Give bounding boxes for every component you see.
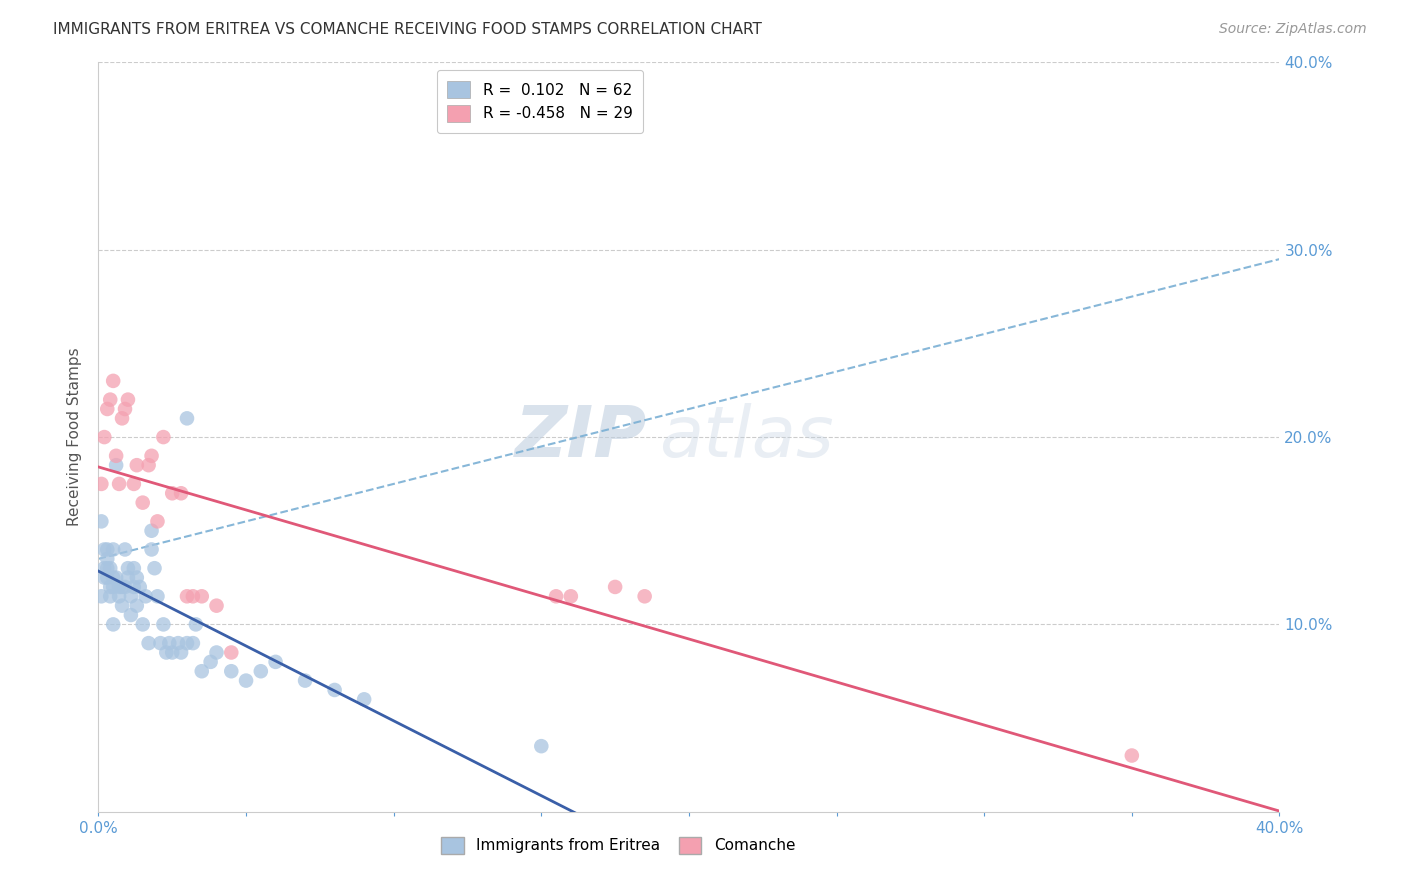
Point (235, 673, 257, 688)
Point (191, 590, 214, 604)
Point (546, 590, 568, 604)
Point (162, 646, 183, 660)
Point (96, 561, 118, 575)
Point (250, 664, 273, 679)
Point (146, 514, 169, 528)
Point (98, 561, 121, 575)
Point (264, 655, 287, 669)
Point (323, 683, 346, 698)
Point (157, 636, 180, 650)
Point (176, 636, 198, 650)
Point (93, 430, 115, 444)
Point (176, 411, 198, 425)
Point (221, 664, 243, 679)
Point (114, 580, 136, 594)
Point (141, 524, 163, 538)
Point (122, 580, 145, 594)
Point (200, 655, 222, 669)
Point (103, 571, 125, 585)
Point (205, 599, 228, 613)
Point (221, 646, 243, 660)
Point (152, 430, 174, 444)
Point (108, 580, 131, 594)
Point (152, 617, 174, 632)
Point (114, 542, 136, 557)
Point (96, 542, 118, 557)
Point (167, 636, 190, 650)
Point (132, 617, 155, 632)
Point (149, 636, 172, 650)
Point (96, 551, 118, 566)
Point (560, 590, 582, 604)
Point (93, 561, 115, 575)
Point (117, 561, 139, 575)
Point (93, 571, 115, 585)
Point (120, 590, 142, 604)
Point (135, 590, 157, 604)
Point (120, 608, 142, 623)
Point (125, 571, 148, 585)
Point (125, 599, 148, 613)
Point (105, 571, 128, 585)
Point (103, 580, 125, 594)
Point (605, 580, 627, 594)
Point (111, 411, 134, 425)
Point (162, 486, 183, 500)
Y-axis label: Receiving Food Stamps: Receiving Food Stamps (67, 348, 83, 526)
Point (143, 561, 166, 575)
Point (98, 580, 121, 594)
Text: atlas: atlas (659, 402, 834, 472)
Point (141, 542, 163, 557)
Text: ZIP: ZIP (516, 402, 648, 472)
Point (96, 401, 118, 416)
Point (111, 599, 134, 613)
Point (1121, 748, 1143, 763)
Point (105, 449, 128, 463)
Point (122, 476, 145, 491)
Point (108, 476, 131, 491)
Point (93, 542, 115, 557)
Point (98, 392, 121, 407)
Point (530, 739, 553, 753)
Point (103, 542, 125, 557)
Point (181, 636, 204, 650)
Point (117, 392, 139, 407)
Point (90, 476, 112, 491)
Point (90, 514, 112, 528)
Point (138, 458, 160, 473)
Point (90, 590, 112, 604)
Legend: Immigrants from Eritrea, Comanche: Immigrants from Eritrea, Comanche (434, 830, 801, 860)
Point (205, 646, 228, 660)
Point (105, 458, 128, 473)
Point (155, 646, 177, 660)
Point (117, 571, 139, 585)
Point (96, 571, 118, 585)
Point (170, 486, 193, 500)
Point (108, 590, 131, 604)
Point (128, 580, 150, 594)
Point (634, 590, 657, 604)
Point (103, 617, 125, 632)
Text: IMMIGRANTS FROM ERITREA VS COMANCHE RECEIVING FOOD STAMPS CORRELATION CHART: IMMIGRANTS FROM ERITREA VS COMANCHE RECE… (53, 22, 762, 37)
Point (184, 617, 207, 632)
Point (181, 590, 204, 604)
Point (141, 449, 163, 463)
Text: Source: ZipAtlas.com: Source: ZipAtlas.com (1219, 22, 1367, 37)
Point (176, 590, 198, 604)
Point (132, 496, 155, 510)
Point (125, 458, 148, 473)
Point (114, 401, 136, 416)
Point (103, 374, 125, 388)
Point (353, 692, 375, 706)
Point (191, 664, 214, 679)
Point (138, 636, 160, 650)
Point (98, 590, 121, 604)
Point (122, 561, 145, 575)
Point (170, 646, 193, 660)
Point (111, 580, 134, 594)
Point (294, 673, 316, 688)
Point (146, 590, 169, 604)
